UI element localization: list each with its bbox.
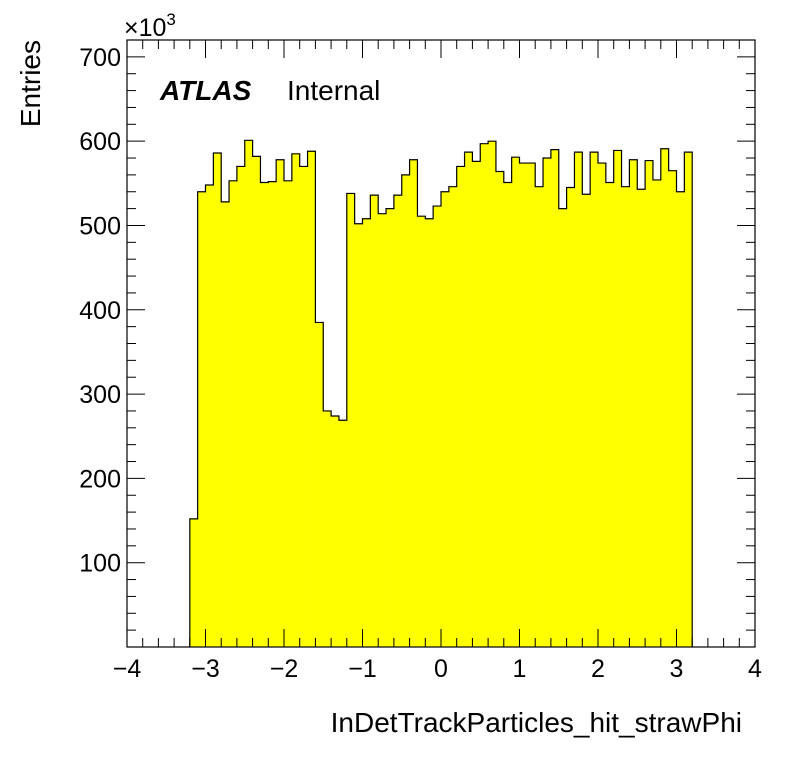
histogram-bar — [598, 163, 607, 647]
y-multiplier: ×103 — [124, 10, 176, 42]
histogram-bar — [346, 193, 356, 648]
histogram-bar — [472, 161, 481, 647]
histogram-bar — [488, 141, 497, 647]
histogram-bar — [236, 166, 246, 648]
histogram-bar — [378, 213, 387, 648]
histogram-bar — [684, 152, 693, 647]
histogram-bar — [550, 149, 560, 647]
x-tick-label: 1 — [513, 655, 527, 683]
histogram-bar — [229, 180, 238, 647]
histogram-bar — [605, 182, 615, 648]
histogram-bar — [354, 223, 363, 647]
y-axis-title: Entries — [15, 40, 46, 127]
histogram-bar — [307, 151, 316, 648]
histogram-bar — [464, 152, 473, 647]
histogram-bar — [417, 216, 426, 647]
histogram-bar — [511, 157, 520, 647]
axis-ticks — [126, 40, 756, 647]
x-axis-title: InDetTrackParticles_hit_strawPhi — [331, 707, 742, 738]
y-tick-label: 500 — [79, 212, 121, 240]
histogram-bar — [425, 218, 434, 647]
internal-label: Internal — [287, 75, 380, 106]
y-tick-label: 100 — [79, 550, 121, 578]
histogram-bar — [284, 180, 293, 647]
histogram-bar — [558, 208, 567, 647]
x-tick-label: 4 — [748, 655, 762, 683]
histogram-bar — [637, 189, 646, 648]
histogram-bar — [448, 186, 458, 648]
histogram-bar — [393, 195, 403, 647]
x-tick-labels: −4 −3 −2 −1 0 1 2 3 4 — [113, 655, 762, 683]
histogram-bar — [582, 194, 591, 647]
histogram-bar — [362, 218, 371, 647]
x-tick-label: 2 — [591, 655, 605, 683]
histogram-bar — [441, 191, 450, 647]
histogram-bar — [676, 191, 685, 647]
y-tick-label: 300 — [79, 381, 121, 409]
histogram-bar — [543, 158, 552, 647]
y-tick-label: 600 — [79, 128, 121, 156]
x-tick-label: −2 — [270, 655, 299, 683]
histogram-bar — [503, 182, 513, 648]
x-tick-label: −3 — [191, 655, 220, 683]
histogram-bar — [621, 186, 630, 648]
x-tick-label: −4 — [113, 655, 142, 683]
histogram-bar — [244, 140, 253, 647]
histogram-bar — [456, 166, 465, 648]
histogram-bar — [276, 159, 285, 648]
x-tick-label: 0 — [434, 655, 448, 683]
histogram-bar — [527, 163, 536, 647]
histogram-bar — [480, 143, 489, 647]
y-tick-label: 700 — [79, 44, 121, 72]
histogram-bar — [433, 206, 442, 647]
histogram-bar — [370, 195, 379, 647]
histogram-bar — [566, 187, 575, 647]
histogram-bar — [535, 186, 544, 648]
histogram-bar — [660, 148, 670, 648]
histogram-bar — [268, 181, 277, 647]
histogram-bar — [260, 182, 269, 648]
atlas-label: ATLAS — [159, 75, 252, 106]
histogram-bars — [189, 140, 693, 648]
histogram-bar — [315, 322, 324, 647]
histogram-bar — [323, 410, 332, 647]
histogram-bar — [189, 518, 199, 647]
histogram-bar — [495, 171, 505, 647]
histogram-bar — [331, 416, 340, 647]
histogram-bar — [386, 208, 395, 647]
x-tick-label: −1 — [348, 655, 377, 683]
histogram-bar — [197, 191, 206, 647]
histogram-bar — [291, 153, 301, 647]
y-tick-labels: 100 200 300 400 500 600 700 — [79, 44, 121, 578]
histogram-bar — [213, 152, 222, 647]
histogram-bar — [645, 160, 654, 647]
y-tick-label: 400 — [79, 297, 121, 325]
histogram-bar — [299, 166, 308, 648]
histogram-bar — [252, 156, 261, 647]
histogram-bar — [652, 179, 662, 648]
histogram-bar — [574, 152, 583, 647]
histogram-bar — [613, 150, 622, 647]
histogram-bar — [519, 163, 528, 647]
histogram-bar — [338, 420, 348, 647]
histogram-bar — [409, 159, 418, 648]
histogram-bar — [401, 174, 410, 647]
histogram-bar — [205, 185, 214, 647]
x-tick-label: 3 — [670, 655, 684, 683]
histogram-bar — [590, 152, 599, 647]
histogram-bar — [629, 159, 638, 648]
histogram-outline — [189, 139, 693, 647]
histogram-bar — [221, 201, 230, 647]
histogram-bar — [668, 170, 677, 647]
y-tick-label: 200 — [79, 465, 121, 493]
